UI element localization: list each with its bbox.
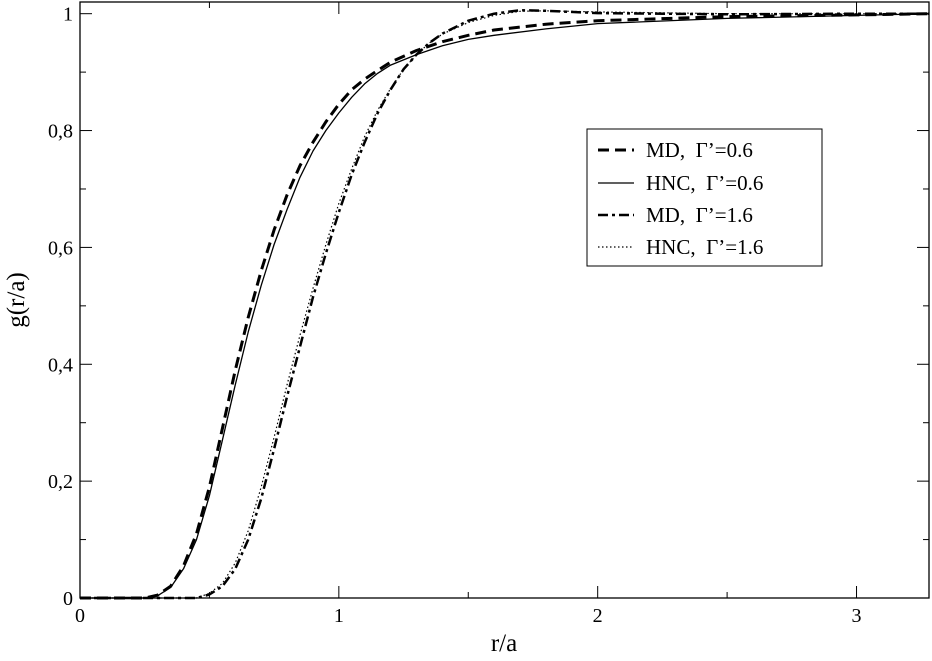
series-hnc-0.6 (80, 13, 930, 599)
series-md-0.6 (80, 12, 930, 600)
x-tick-label: 2 (593, 605, 603, 627)
plot-frame (79, 1, 930, 599)
series-md-1.6 (80, 8, 929, 600)
legend-label-hnc-0.6: HNC, Γ’=0.6 (646, 171, 763, 195)
legend-box (586, 128, 823, 267)
y-tick-label: 0,4 (48, 354, 73, 376)
y-tick-label: 0,8 (48, 121, 73, 143)
legend-label-md-0.6: MD, Γ’=0.6 (646, 138, 753, 162)
y-axis-title: g(r/a) (3, 272, 30, 328)
y-tick-label: 1 (63, 4, 73, 26)
axis-ticks: 0 1 2 3 0 0,2 0,4 0,6 0,8 1 (48, 2, 929, 627)
y-tick-label: 0 (63, 588, 73, 610)
y-tick-label: 0,6 (48, 237, 73, 259)
x-tick-label: 1 (334, 605, 344, 627)
legend-label-hnc-1.6: HNC, Γ’=1.6 (646, 235, 763, 259)
y-tick-label: 0,2 (48, 471, 73, 493)
series-lines (80, 8, 930, 600)
series-hnc-1.6 (80, 10, 929, 599)
x-tick-label: 3 (852, 605, 862, 627)
legend: MD, Γ’=0.6 HNC, Γ’=0.6 MD, Γ’=1.6 HNC, Γ… (586, 128, 823, 267)
x-tick-label: 0 (75, 605, 85, 627)
legend-label-md-1.6: MD, Γ’=1.6 (646, 203, 753, 227)
x-axis-title: r/a (491, 630, 517, 656)
